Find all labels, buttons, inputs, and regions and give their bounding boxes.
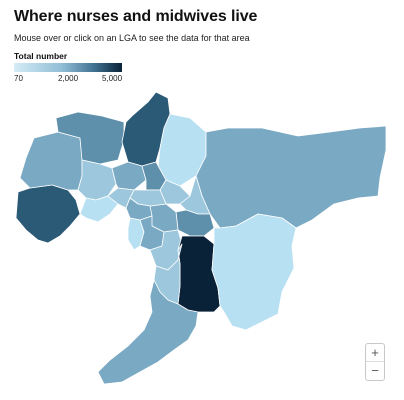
- zoom-control: + −: [365, 343, 385, 381]
- zoom-divider: [366, 361, 384, 362]
- lga-region[interactable]: [97, 279, 199, 385]
- zoom-in-button[interactable]: +: [371, 345, 379, 360]
- legend-tick-max: 5,000: [102, 74, 123, 83]
- lga-region[interactable]: [15, 184, 81, 244]
- lga-region[interactable]: [79, 195, 119, 223]
- lga-region[interactable]: [55, 111, 125, 165]
- legend-tick-mid: 2,000: [58, 74, 79, 83]
- lga-region[interactable]: [175, 209, 215, 237]
- zoom-out-button[interactable]: −: [371, 363, 379, 378]
- lga-region[interactable]: [211, 213, 297, 331]
- lga-region[interactable]: [111, 161, 147, 191]
- lga-region[interactable]: [19, 131, 83, 191]
- lga-region[interactable]: [195, 125, 387, 229]
- page-title: Where nurses and midwives live: [14, 8, 258, 25]
- page-subtitle: Mouse over or click on an LGA to see the…: [14, 33, 250, 43]
- lga-map[interactable]: [0, 80, 404, 400]
- legend-title: Total number: [14, 51, 68, 61]
- legend-color-bar: [14, 63, 122, 72]
- legend-tick-min: 70: [14, 74, 23, 83]
